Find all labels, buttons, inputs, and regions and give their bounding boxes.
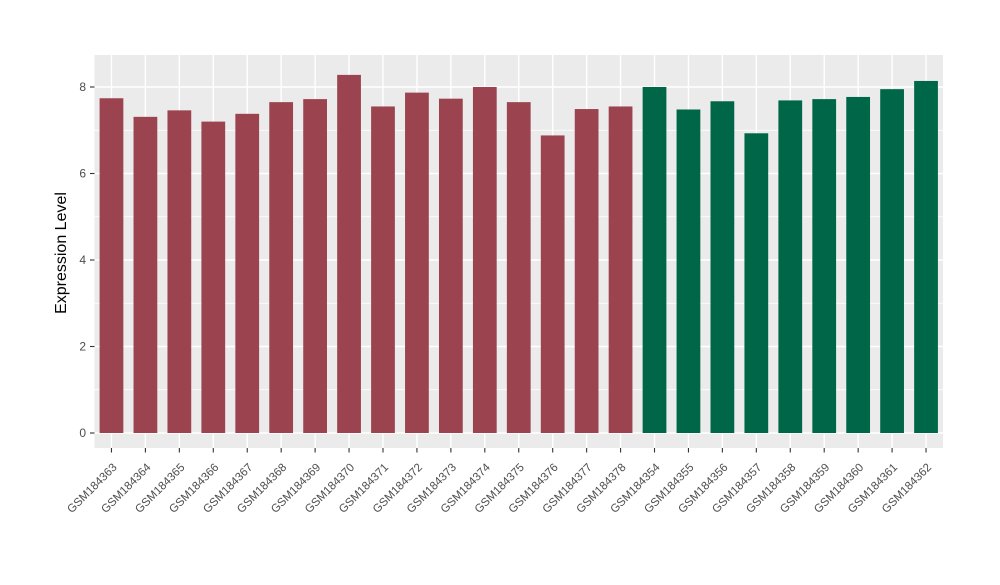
bar-GSM184361	[880, 89, 904, 433]
y-tick-label: 0	[79, 426, 86, 440]
bar-GSM184360	[846, 96, 871, 433]
y-tick-label: 4	[79, 253, 86, 267]
bar-GSM184363	[99, 98, 124, 434]
bar-GSM184359	[812, 99, 837, 434]
bar-GSM184369	[303, 99, 327, 434]
y-tick-label: 8	[79, 80, 86, 94]
bar-GSM184374	[472, 87, 497, 433]
bar-GSM184356	[710, 101, 735, 434]
bar-GSM184375	[506, 102, 531, 433]
bar-GSM184377	[574, 109, 599, 434]
bar-GSM184370	[337, 74, 361, 433]
bar-GSM184364	[133, 116, 158, 433]
y-axis-title: Expression Level	[53, 192, 70, 314]
bar-GSM184365	[167, 110, 192, 433]
y-tick-label: 6	[79, 167, 86, 181]
bar-GSM184357	[744, 133, 769, 433]
bar-GSM184373	[438, 98, 463, 434]
bar-GSM184358	[778, 100, 803, 433]
bar-GSM184366	[201, 121, 226, 433]
bar-GSM184362	[914, 80, 938, 433]
bar-GSM184354	[642, 87, 667, 433]
bar-GSM184372	[405, 92, 429, 433]
bar-GSM184367	[235, 113, 260, 433]
bar-GSM184378	[608, 106, 633, 434]
bar-GSM184376	[540, 135, 565, 433]
bar-GSM184371	[371, 106, 395, 434]
bar-GSM184368	[269, 102, 294, 433]
bar-GSM184355	[676, 109, 701, 434]
y-tick-label: 2	[79, 340, 86, 354]
